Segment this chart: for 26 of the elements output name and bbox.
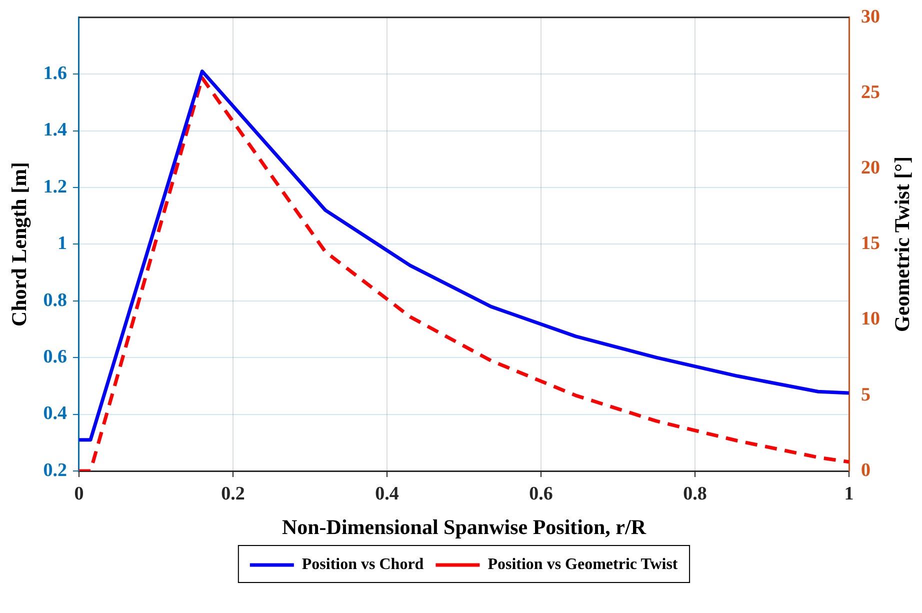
y-tick-label: 0.8 bbox=[43, 290, 67, 311]
x-tick-label: 0.2 bbox=[221, 483, 245, 504]
y-tick-label: 1.6 bbox=[43, 63, 67, 84]
y2-tick-label: 25 bbox=[861, 82, 880, 103]
y-tick-label: 0.6 bbox=[43, 346, 67, 368]
legend-label: Position vs Geometric Twist bbox=[488, 556, 678, 574]
y2-tick-label: 20 bbox=[861, 158, 880, 179]
y-tick-label: 1 bbox=[57, 233, 67, 254]
y-axis-title: Chord Length [m] bbox=[7, 162, 32, 326]
y2-axis-title: Geometric Twist [°] bbox=[890, 156, 914, 332]
y2-tick-label: 5 bbox=[861, 384, 870, 406]
x-axis-title: Non-Dimensional Spanwise Position, r/R bbox=[282, 514, 647, 539]
y2-tick-label: 10 bbox=[861, 308, 880, 330]
legend-label: Position vs Chord bbox=[302, 556, 424, 574]
y-tick-label: 1.2 bbox=[43, 176, 67, 198]
y2-tick-label: 0 bbox=[861, 460, 870, 481]
y-tick-label: 0.2 bbox=[43, 460, 67, 481]
y2-tick-label: 30 bbox=[861, 6, 880, 28]
x-tick-label: 0.8 bbox=[683, 483, 707, 504]
x-tick-label: 1 bbox=[844, 483, 854, 504]
y2-tick-label: 15 bbox=[861, 233, 880, 254]
x-tick-label: 0.4 bbox=[375, 483, 400, 504]
y-tick-label: 1.4 bbox=[43, 120, 68, 141]
x-tick-label: 0 bbox=[74, 483, 84, 504]
y-tick-label: 0.4 bbox=[43, 403, 68, 424]
x-tick-label: 0.6 bbox=[529, 483, 553, 504]
